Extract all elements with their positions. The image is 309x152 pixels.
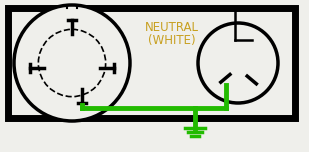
Circle shape — [198, 23, 278, 103]
Text: NEUTRAL: NEUTRAL — [145, 21, 198, 34]
Bar — [8, 8, 295, 118]
Circle shape — [14, 5, 130, 121]
Text: (WHITE): (WHITE) — [148, 34, 195, 47]
